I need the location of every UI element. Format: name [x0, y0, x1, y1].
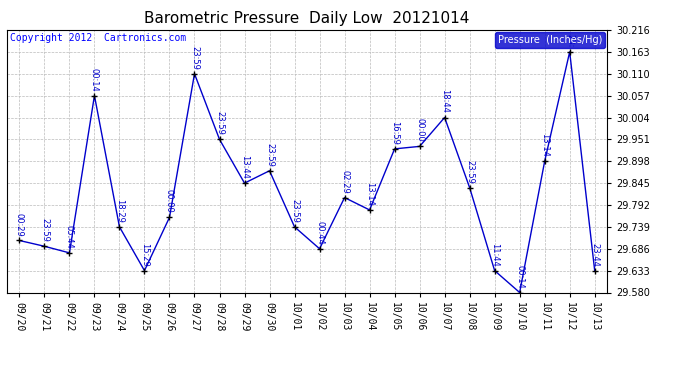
- Text: 18:44: 18:44: [440, 90, 449, 113]
- Text: 23:: 23:: [565, 34, 574, 48]
- Text: 00:14: 00:14: [90, 68, 99, 92]
- Text: 00:00: 00:00: [165, 189, 174, 213]
- Text: 13:14: 13:14: [540, 133, 549, 157]
- Text: 13:14: 13:14: [365, 182, 374, 206]
- Text: 02:29: 02:29: [340, 170, 349, 194]
- Text: Copyright 2012  Cartronics.com: Copyright 2012 Cartronics.com: [10, 33, 186, 43]
- Text: 00:14: 00:14: [515, 265, 524, 288]
- Text: 00:29: 00:29: [15, 213, 24, 236]
- Text: 23:59: 23:59: [215, 111, 224, 135]
- Text: 23:59: 23:59: [290, 199, 299, 223]
- Text: 23:59: 23:59: [40, 218, 49, 242]
- Text: 11:44: 11:44: [490, 243, 499, 267]
- Legend: Pressure  (Inches/Hg): Pressure (Inches/Hg): [495, 32, 605, 48]
- Text: 16:59: 16:59: [390, 121, 399, 145]
- Text: 00:00: 00:00: [415, 118, 424, 142]
- Text: 05:44: 05:44: [65, 225, 74, 249]
- Text: 23:59: 23:59: [465, 160, 474, 183]
- Text: 23:44: 23:44: [590, 243, 599, 267]
- Text: 13:44: 13:44: [240, 155, 249, 179]
- Text: 23:59: 23:59: [190, 46, 199, 70]
- Text: 18:29: 18:29: [115, 199, 124, 223]
- Text: 15:29: 15:29: [140, 243, 149, 267]
- Title: Barometric Pressure  Daily Low  20121014: Barometric Pressure Daily Low 20121014: [144, 11, 470, 26]
- Text: 23:59: 23:59: [265, 143, 274, 166]
- Text: 00:44: 00:44: [315, 221, 324, 245]
